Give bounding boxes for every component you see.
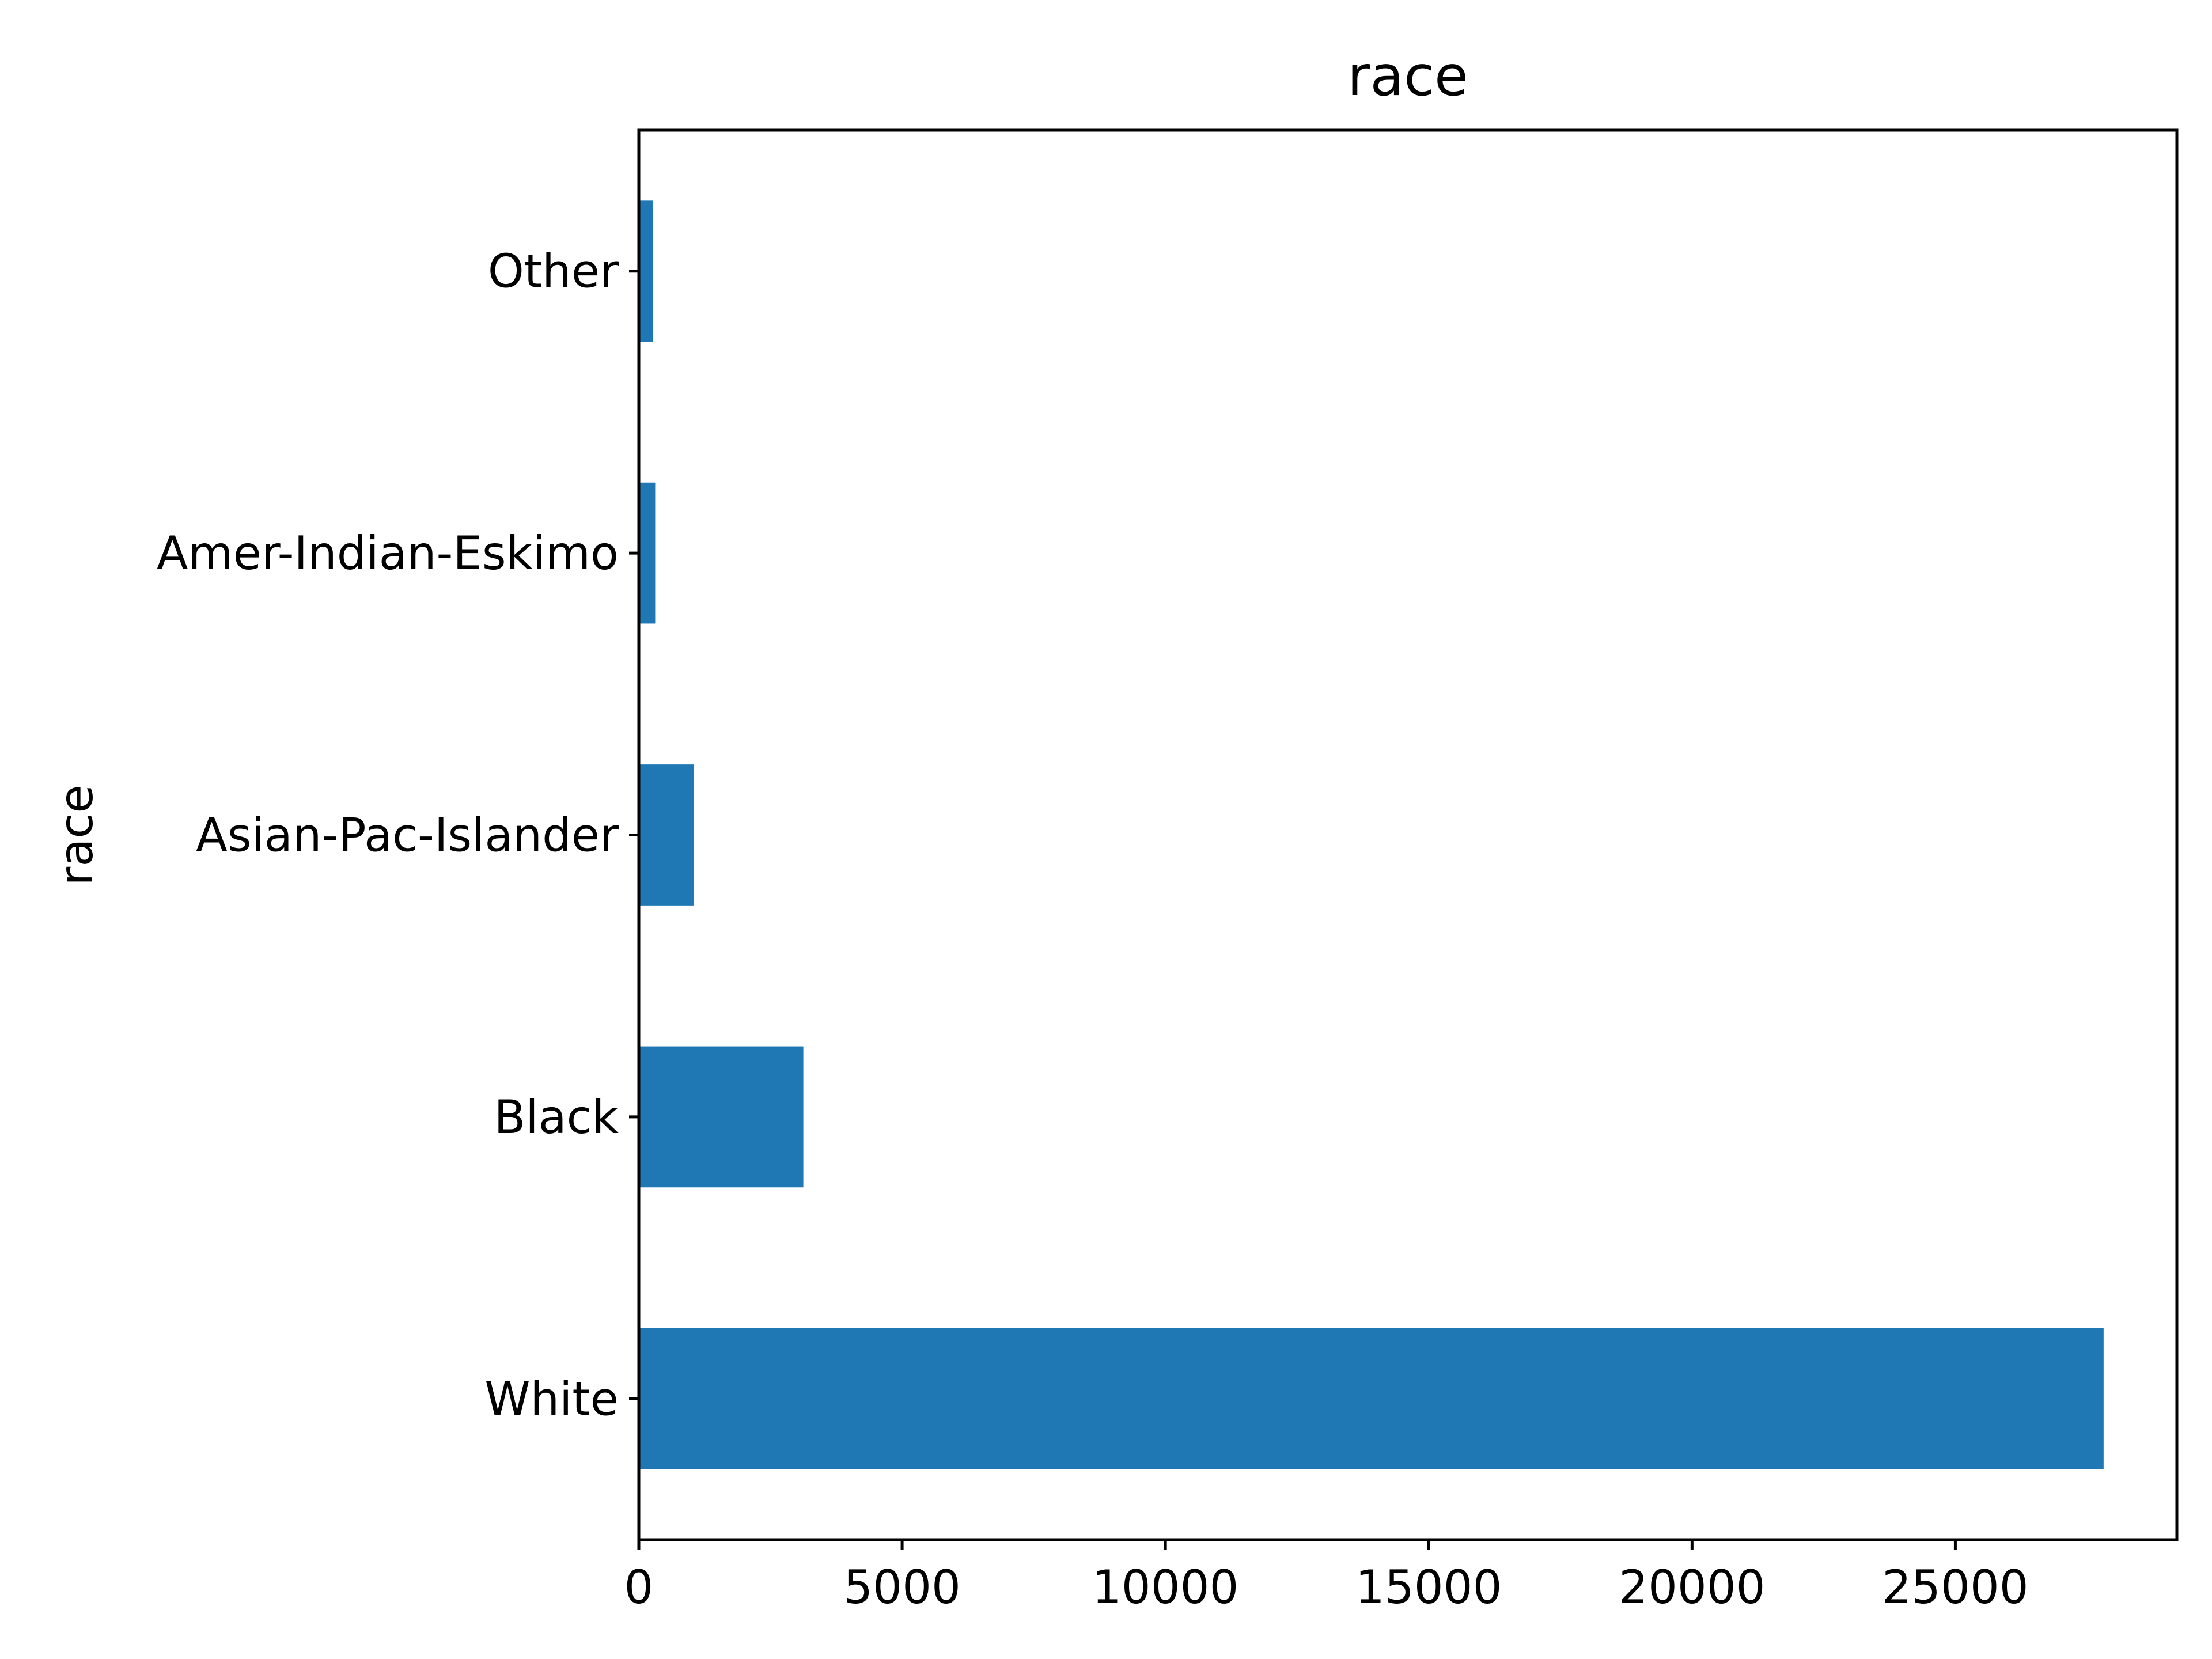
x-tick-label: 10000 <box>1092 1560 1239 1614</box>
bars-group <box>639 200 2104 1469</box>
y-ticks-group: White Black Asian-Pac-Islander Amer-Indian-… <box>157 245 639 1426</box>
y-tick-label: Other <box>488 245 619 298</box>
y-tick-label: Amer-Indian-Eskimo <box>157 527 619 580</box>
y-tick-label: Asian-Pac-Islander <box>196 809 619 862</box>
bar-black <box>639 1046 804 1188</box>
x-ticks-group: 0 5000 10000 15000 20000 25000 <box>624 1540 2029 1614</box>
chart-title: race <box>1347 44 1468 108</box>
x-tick-label: 15000 <box>1355 1560 1502 1614</box>
bar-amer-indian-eskimo <box>639 482 656 624</box>
y-axis-label: race <box>50 785 103 885</box>
x-tick-label: 25000 <box>1882 1560 2029 1614</box>
bar-other <box>639 200 653 342</box>
y-tick-label: Black <box>494 1090 619 1144</box>
bar-asian-pac-islander <box>639 764 694 906</box>
x-tick-label: 20000 <box>1619 1560 1766 1614</box>
plot-frame <box>637 128 2179 1541</box>
x-tick-label: 5000 <box>843 1560 961 1614</box>
x-tick-label: 0 <box>624 1560 654 1614</box>
y-tick-label: White <box>484 1372 619 1426</box>
bar-white <box>639 1328 2104 1469</box>
